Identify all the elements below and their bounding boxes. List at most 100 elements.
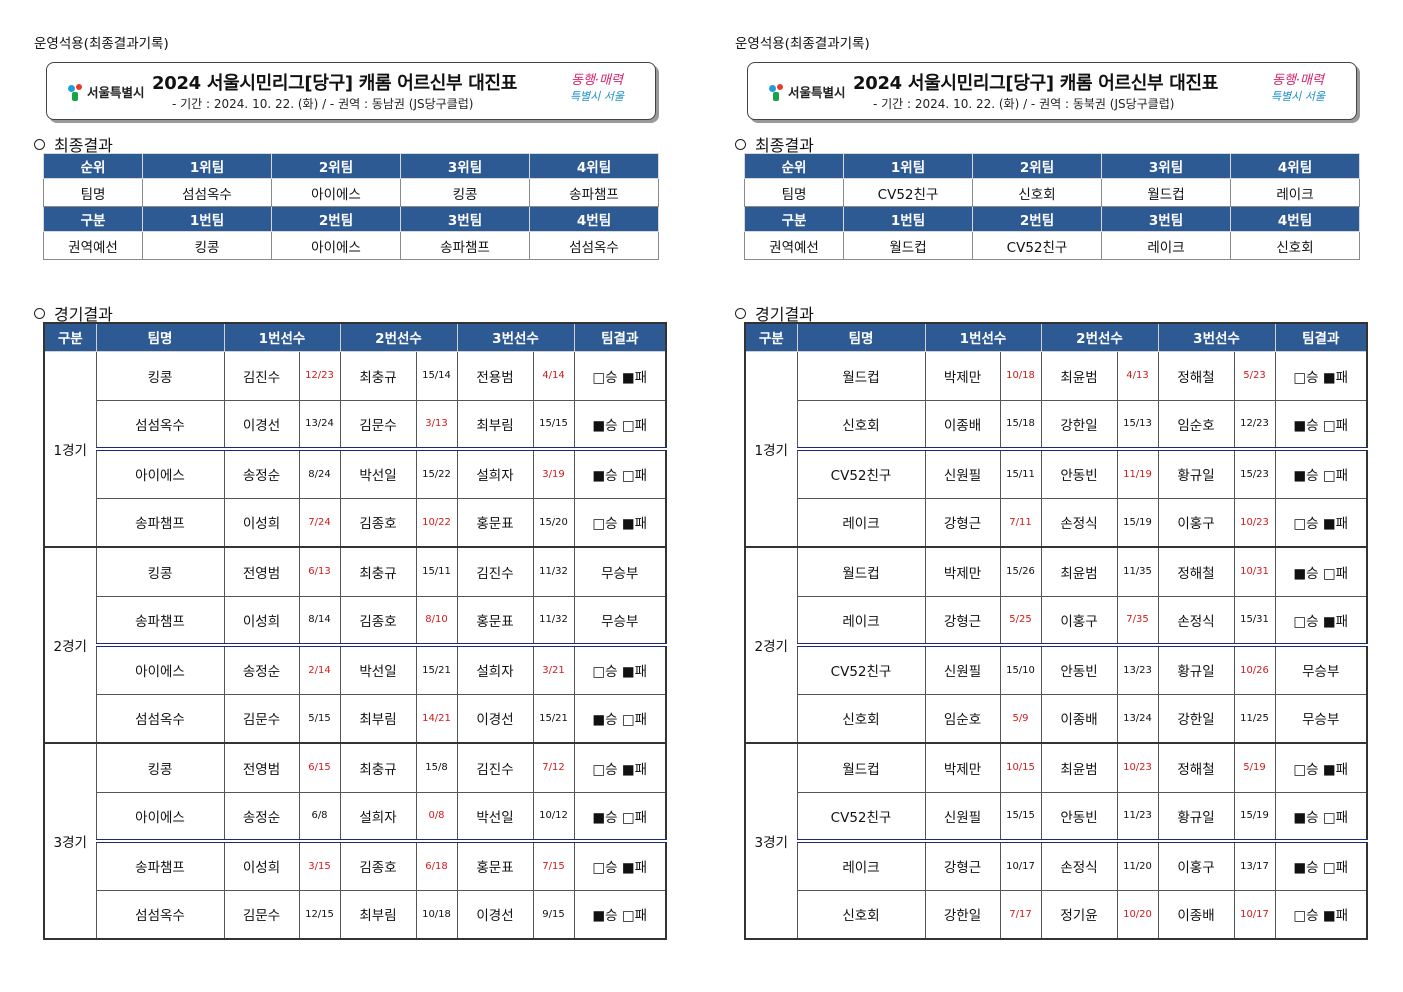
player-score: 7/24: [298, 497, 341, 548]
match-row: 신호회 강한일 7/17 정기윤 10/20 이종배 10/17 □승 ■패: [745, 889, 1368, 940]
player-score: 15/21: [415, 644, 458, 695]
match-row: 신호회 이종배 15/18 강한일 15/13 임순호 12/23 ■승 □패: [745, 399, 1368, 451]
final-cell: 월드컵: [843, 231, 973, 260]
ops-label: 운영석용(최종결과기록): [735, 36, 870, 52]
header-box: 서울특별시 2024 서울시민리그[당구] 캐롬 어르신부 대진표 - 기간 :…: [46, 62, 656, 120]
player-name: 박선일: [456, 791, 534, 843]
player-name: 박선일: [339, 448, 417, 499]
team-result: □승 ■패: [573, 742, 667, 793]
final-cell: 권역예선: [744, 231, 844, 260]
header-box: 서울특별시 2024 서울시민리그[당구] 캐롬 어르신부 대진표 - 기간 :…: [747, 62, 1357, 120]
player-name: 최윤범: [1040, 742, 1118, 793]
seoul-logo-icon: [768, 83, 786, 101]
match-row: CV52친구 신원필 15/15 안동빈 11/23 황규일 15/19 ■승 □패: [745, 791, 1368, 843]
match-header-cell: 구분: [744, 322, 798, 352]
final-cell: 팀명: [43, 178, 143, 207]
final-header-cell: 4위팀: [1230, 153, 1360, 179]
team-result: □승 ■패: [573, 497, 667, 548]
player-score: 0/8: [415, 791, 458, 843]
final-cell: 섬섬옥수: [142, 178, 272, 207]
match-row: 신호회 임순호 5/9 이종배 13/24 강한일 11/25 무승부: [745, 693, 1368, 744]
player-name: 신원필: [924, 448, 1001, 499]
slogan-line-1: 동행·매력: [1272, 73, 1324, 88]
circle-bullet-icon: [735, 308, 746, 319]
player-name: 이성희: [223, 497, 300, 548]
bracket-sheet-northeast: 운영석용(최종결과기록) 서울특별시 2024 서울시민리그[당구] 캐롬 어르…: [701, 0, 1401, 992]
player-score: 15/11: [415, 546, 458, 597]
match-result-heading: 경기결과: [34, 301, 113, 325]
final-cell: 송파챔프: [400, 231, 530, 260]
final-header-cell: 4번팀: [1230, 206, 1360, 232]
final-header-row: 순위 1위팀 2위팀 3위팀 4위팀: [744, 153, 1360, 179]
circle-bullet-icon: [34, 308, 45, 319]
player-score: 5/23: [1233, 350, 1276, 401]
match-header-cell: 팀명: [95, 322, 225, 352]
circle-bullet-icon: [34, 139, 45, 150]
player-name: 신원필: [924, 644, 1001, 695]
player-score: 15/18: [999, 399, 1042, 451]
player-name: 송정순: [223, 791, 300, 843]
player-name: 강한일: [1157, 693, 1235, 744]
match-row: CV52친구 신원필 15/10 안동빈 13/23 황규일 10/26 무승부: [745, 644, 1368, 695]
player-score: 15/22: [415, 448, 458, 499]
player-name: 정해철: [1157, 742, 1235, 793]
player-name: 김종호: [339, 595, 417, 647]
match-result-table: 구분 팀명 1번선수 2번선수 3번선수 팀결과 1경기 킹콩 김진수 12/23 최충규 15/14…: [43, 322, 667, 940]
team-result: ■승 □패: [1274, 791, 1368, 843]
match-header-cell: 팀결과: [573, 322, 667, 352]
slogan-line-1: 동행·매력: [571, 73, 623, 88]
match-result-heading: 경기결과: [735, 301, 814, 325]
team-result: ■승 □패: [1274, 840, 1368, 891]
team-result: ■승 □패: [573, 791, 667, 843]
player-score: 11/19: [1116, 448, 1159, 499]
player-score: 7/15: [532, 840, 575, 891]
final-header-cell: 1위팀: [142, 153, 272, 179]
player-score: 15/20: [532, 497, 575, 548]
team-result: 무승부: [1274, 644, 1368, 695]
player-name: 황규일: [1157, 448, 1235, 499]
player-score: 10/17: [999, 840, 1042, 891]
match-result-table: 구분 팀명 1번선수 2번선수 3번선수 팀결과 1경기 월드컵 박제만 10/18 최윤범 4/13…: [744, 322, 1368, 940]
player-name: 안동빈: [1040, 644, 1118, 695]
final-cell: CV52친구: [972, 231, 1102, 260]
player-name: 강형근: [924, 497, 1001, 548]
player-score: 10/15: [999, 742, 1042, 793]
player-score: 9/15: [532, 889, 575, 940]
match-row: 아이에스 송정순 2/14 박선일 15/21 설희자 3/21 □승 ■패: [44, 644, 667, 695]
player-score: 10/26: [1233, 644, 1276, 695]
player-name: 임순호: [924, 693, 1001, 744]
final-cell: 섬섬옥수: [529, 231, 659, 260]
team-name: 아이에스: [95, 791, 225, 843]
player-score: 15/13: [1116, 399, 1159, 451]
main-title: 2024 서울시민리그[당구] 캐롬 어르신부 대진표: [152, 73, 518, 94]
team-result: 무승부: [1274, 693, 1368, 744]
match-row: 3경기 킹콩 전영범 6/15 최충규 15/8 김진수 7/12 □승 ■패: [43, 742, 667, 940]
player-score: 3/19: [532, 448, 575, 499]
team-name: 섬섬옥수: [95, 693, 225, 744]
slogan-line-2: 특별시 서울: [1270, 90, 1326, 103]
player-name: 전용범: [456, 350, 534, 401]
team-name: 레이크: [796, 595, 926, 647]
match-result-label: 경기결과: [54, 305, 113, 324]
player-name: 김문수: [223, 693, 300, 744]
game-label: 3경기: [744, 742, 798, 940]
match-row: 송파챔프 이성희 3/15 김종호 6/18 홍문표 7/15 □승 ■패: [44, 840, 667, 891]
player-name: 손정식: [1157, 595, 1235, 647]
player-score: 15/15: [999, 791, 1042, 843]
player-score: 5/15: [298, 693, 341, 744]
final-header-row: 순위 1위팀 2위팀 3위팀 4위팀: [43, 153, 659, 179]
final-header-cell: 순위: [43, 153, 143, 179]
seoul-logo: 서울특별시: [67, 82, 145, 101]
match-row: 레이크 강형근 10/17 손정식 11/20 이홍구 13/17 ■승 □패: [745, 840, 1368, 891]
game-label: 1경기: [43, 350, 97, 548]
final-header-cell: 3번팀: [1101, 206, 1231, 232]
player-name: 이종배: [1157, 889, 1235, 940]
team-name: 신호회: [796, 693, 926, 744]
team-name: 송파챔프: [95, 595, 225, 647]
player-name: 김종호: [339, 497, 417, 548]
team-result: □승 ■패: [1274, 595, 1368, 647]
player-score: 12/15: [298, 889, 341, 940]
slogan-line-2: 특별시 서울: [569, 90, 625, 103]
final-header-cell: 순위: [744, 153, 844, 179]
player-score: 15/26: [999, 546, 1042, 597]
